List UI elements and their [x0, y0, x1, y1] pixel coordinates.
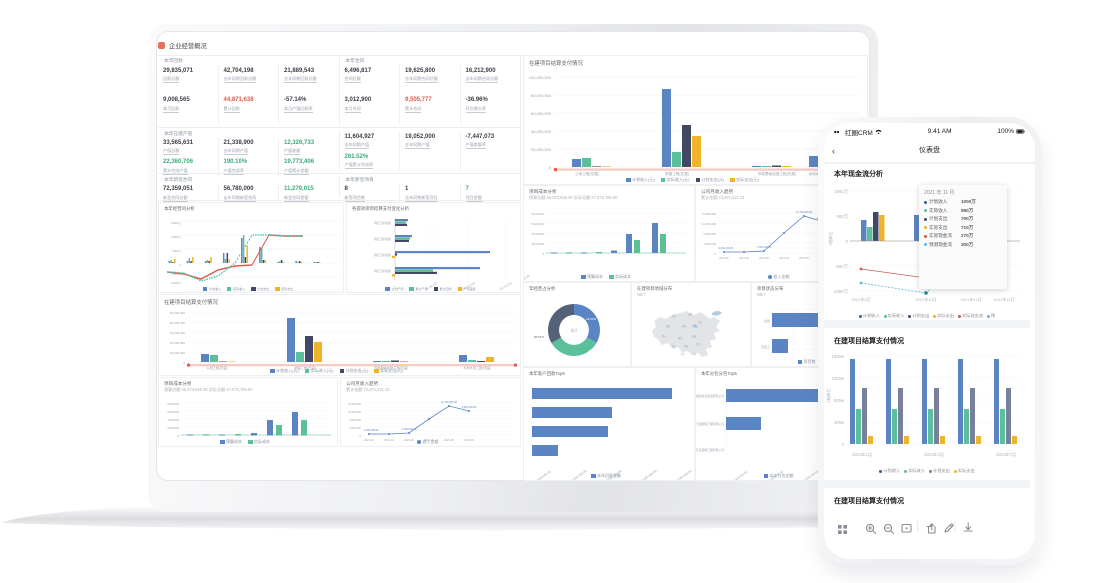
- svg-text:20,000,000: 20,000,000: [531, 147, 552, 152]
- svg-text:4,000,000: 4,000,000: [349, 426, 361, 430]
- svg-text:60,000,000: 60,000,000: [531, 111, 552, 116]
- svg-text:2021年12月: 2021年12月: [993, 296, 1014, 302]
- svg-text:-1000万: -1000万: [833, 289, 849, 295]
- svg-text:80,00,000: 80,00,000: [532, 212, 545, 216]
- svg-text:Y轴单位: Y轴单位: [827, 231, 833, 246]
- svg-text:2021-04: 2021-04: [779, 256, 789, 260]
- svg-text:1500w: 1500w: [832, 354, 845, 359]
- svg-text:50,000,000: 50,000,000: [170, 321, 185, 325]
- svg-text:60,00,000: 60,00,000: [167, 410, 179, 414]
- svg-text:0: 0: [549, 165, 552, 170]
- svg-text:2021年11月: 2021年11月: [960, 296, 981, 302]
- svg-text:福建省某建设有限公司: 福建省某建设有限公司: [696, 394, 724, 398]
- svg-text:公用工程(在建): 公用工程(在建): [575, 171, 599, 176]
- svg-text:环保工程(在建): 环保工程(在建): [374, 221, 391, 225]
- svg-text:-500万: -500万: [835, 264, 849, 270]
- svg-text:40,000,000: 40,000,000: [531, 129, 552, 134]
- svg-text:市政工程(在建): 市政工程(在建): [374, 237, 391, 241]
- svg-text:东门门窗建筑工程有限公司: 东门门窗建筑工程有限公司: [696, 422, 724, 426]
- svg-text:8,000,000: 8,000,000: [704, 232, 717, 236]
- svg-text:80,000,000: 80,000,000: [531, 93, 552, 98]
- svg-text:0: 0: [714, 252, 716, 256]
- svg-text:40,00,000: 40,00,000: [167, 418, 179, 422]
- svg-text:40,000,000: 40,000,000: [170, 331, 185, 335]
- svg-text:1,700,000.00: 1,700,000.00: [402, 428, 417, 431]
- svg-text:0: 0: [846, 239, 849, 244]
- svg-text:0: 0: [183, 361, 185, 365]
- svg-text:山东某建筑工程有限公司: 山东某建筑工程有限公司: [696, 448, 724, 452]
- svg-text:已完工: 已完工: [761, 344, 770, 349]
- svg-text:20,000,000: 20,000,000: [170, 351, 185, 355]
- svg-text:100,000,000: 100,000,000: [529, 75, 552, 80]
- svg-text:5000万: 5000万: [173, 249, 182, 253]
- svg-text:总计: 总计: [571, 328, 578, 333]
- svg-text:12,700,000.00: 12,700,000.00: [441, 401, 458, 404]
- svg-text:房建工程(在建): 房建工程(在建): [374, 253, 391, 257]
- svg-text:25.39%: 25.39%: [588, 349, 599, 353]
- svg-text:2021年4月: 2021年4月: [924, 451, 944, 458]
- svg-text:市政基础设施工程(在建): 市政基础设施工程(在建): [758, 171, 796, 176]
- svg-text:500w: 500w: [834, 398, 845, 403]
- svg-text:10000万: 10000万: [171, 235, 181, 239]
- svg-text:1000万: 1000万: [834, 189, 849, 195]
- svg-text:4,000,000: 4,000,000: [704, 242, 717, 246]
- svg-text:房建工程(在建): 房建工程(在建): [665, 171, 689, 176]
- svg-text:Y轴单位: Y轴单位: [825, 388, 831, 403]
- svg-text:60,00,000: 60,00,000: [532, 222, 545, 226]
- svg-text:在建: 在建: [764, 318, 770, 323]
- svg-text:0: 0: [180, 263, 182, 267]
- svg-text:16,000,000: 16,000,000: [702, 212, 716, 216]
- svg-text:500万: 500万: [837, 214, 849, 220]
- svg-text:0: 0: [542, 252, 544, 256]
- svg-text:1,000,000.00: 1,000,000.00: [364, 429, 379, 432]
- svg-text:1,700,000.00: 1,700,000.00: [757, 246, 772, 249]
- svg-text:2021年1月: 2021年1月: [852, 451, 872, 458]
- svg-text:30,000,000: 30,000,000: [170, 341, 185, 345]
- svg-text:35.57%: 35.57%: [534, 335, 545, 339]
- svg-text:1000w: 1000w: [832, 376, 845, 381]
- svg-text:100w: 100w: [834, 420, 845, 425]
- svg-text:水利工程(在建): 水利工程(在建): [374, 269, 391, 273]
- svg-text:2021年7月: 2021年7月: [996, 451, 1016, 458]
- svg-text:2021-05: 2021-05: [799, 256, 809, 260]
- svg-text:15000万: 15000万: [171, 221, 181, 225]
- svg-text:0: 0: [178, 434, 180, 438]
- svg-text:2021年10月: 2021年10月: [915, 296, 936, 302]
- svg-text:39.04%: 39.04%: [586, 317, 597, 321]
- svg-text:12,000,000: 12,000,000: [702, 222, 716, 226]
- svg-text:1,000,000.00: 1,000,000.00: [719, 247, 734, 250]
- svg-text:60,000,000: 60,000,000: [170, 311, 185, 315]
- svg-text:0: 0: [842, 442, 845, 447]
- svg-text:0: 0: [360, 434, 362, 438]
- svg-text:2021-01: 2021-01: [719, 256, 729, 260]
- svg-text:80,00,000: 80,00,000: [167, 402, 179, 406]
- svg-text:20,00,000: 20,00,000: [532, 242, 545, 246]
- svg-text:9,500,000.00: 9,500,000.00: [462, 406, 477, 409]
- svg-text:12,000,000: 12,000,000: [348, 410, 362, 414]
- svg-text:四川: 四川: [662, 335, 666, 338]
- svg-text:40,00,000: 40,00,000: [532, 232, 545, 236]
- svg-text:8,000,000: 8,000,000: [349, 418, 361, 422]
- svg-text:12,700,000.00: 12,700,000.00: [796, 211, 813, 214]
- svg-text:2021-02: 2021-02: [739, 256, 749, 260]
- svg-text:-10000万: -10000万: [170, 281, 181, 285]
- svg-text:2021年9月: 2021年9月: [851, 296, 870, 302]
- svg-text:16,000,000: 16,000,000: [348, 402, 362, 406]
- svg-text:2021-03: 2021-03: [759, 256, 769, 260]
- svg-text:20,00,000: 20,00,000: [167, 426, 179, 430]
